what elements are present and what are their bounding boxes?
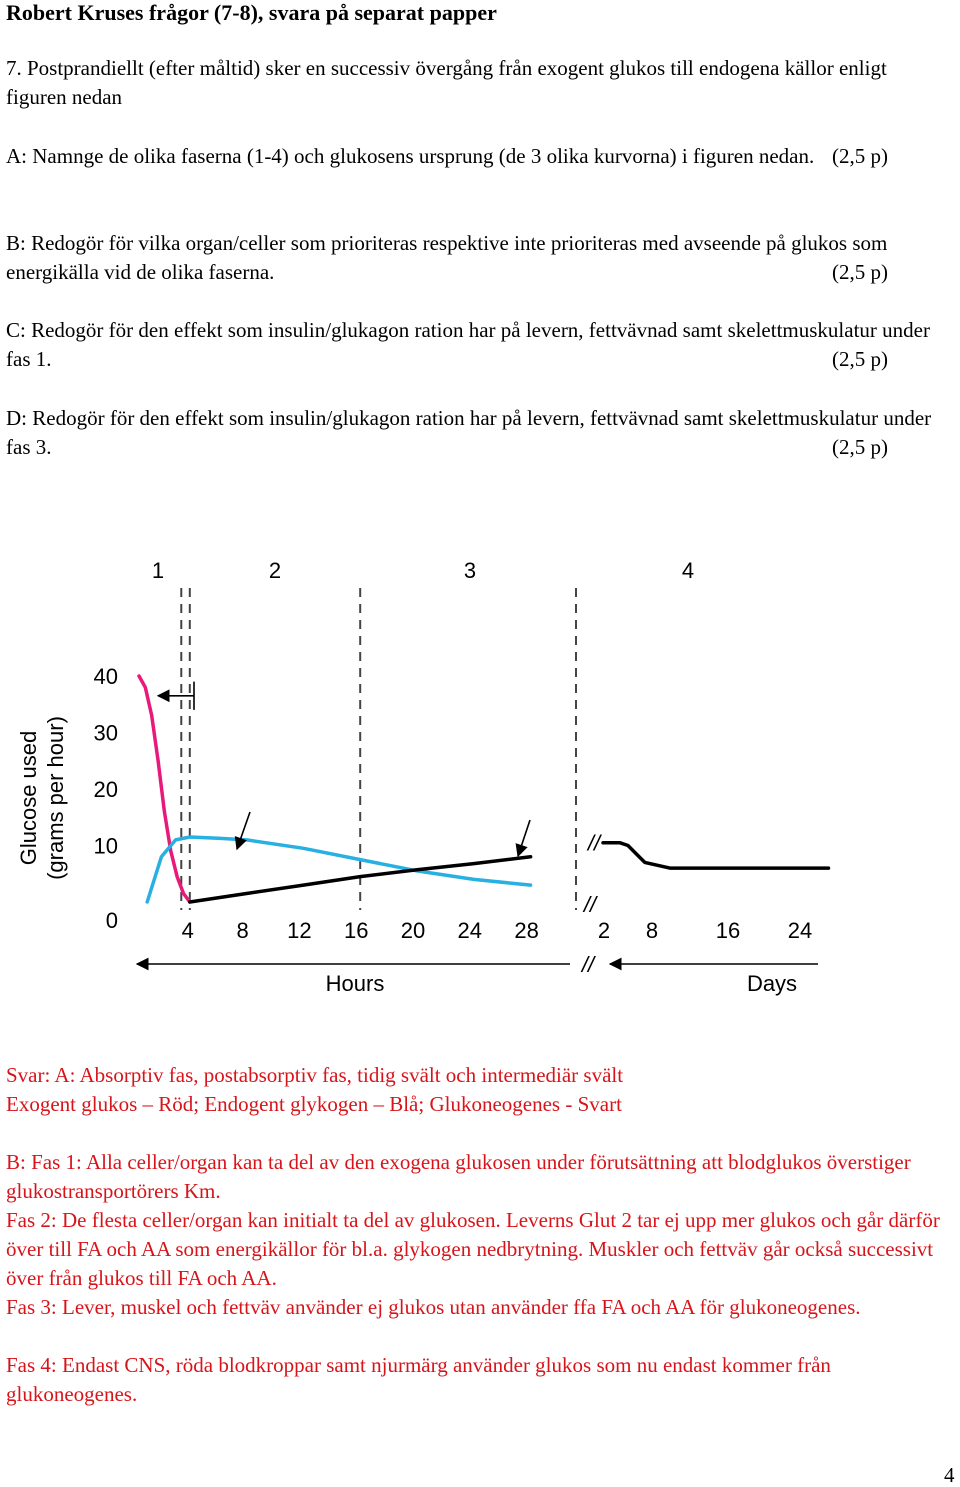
y-axis-title-line1: Glucose used [16, 731, 41, 866]
question-7-intro: 7. Postprandiellt (efter måltid) sker en… [6, 56, 887, 109]
x-tick-label-hours: 12 [287, 918, 311, 943]
baseline-break-mark: // [582, 892, 598, 917]
question-a-points: (2,5 p) [832, 144, 888, 168]
answer-a-line1: Svar: A: Absorptiv fas, postabsorptiv fa… [6, 1063, 624, 1087]
glycogen-glucose-curve [145, 835, 533, 904]
x-axis-title-days: Days [747, 971, 797, 996]
x-tick-label-hours: 28 [514, 918, 538, 943]
x-tick-label-hours: 20 [401, 918, 425, 943]
answer-fas4: Fas 4: Endast CNS, röda blodkroppar samt… [6, 1353, 831, 1406]
question-d: D: Redogör för den effekt som insulin/gl… [6, 404, 951, 462]
y-tick-label: 0 [106, 908, 118, 933]
phase-label-2: 2 [269, 558, 281, 583]
question-d-points: (2,5 p) [832, 435, 888, 459]
x-axis-title-hours: Hours [326, 971, 385, 996]
annotation-arrows [156, 681, 531, 858]
gluconeogenesis-curve-days [601, 840, 831, 870]
gluconeogenesis-curve-hours [188, 855, 533, 904]
page-number: 4 [944, 1463, 955, 1487]
question-b-text: B: Redogör för vilka organ/celler som pr… [6, 231, 888, 284]
question-d-text: D: Redogör för den effekt som insulin/gl… [6, 406, 932, 459]
exogenous-glucose-curve [137, 674, 192, 904]
y-tick-label: 10 [94, 834, 118, 859]
phase-label-4: 4 [682, 558, 694, 583]
curve-break-mark: // [586, 831, 602, 856]
y-tick-label: 30 [94, 721, 118, 746]
answer-b-fas1: B: Fas 1: Alla celler/organ kan ta del a… [6, 1150, 911, 1203]
x-tick-label-hours: 24 [458, 918, 482, 943]
question-c: C: Redogör för den effekt som insulin/gl… [6, 316, 951, 374]
x-axis: 4 8 12 16 20 24 28 2 8 16 24//Hours Days [135, 918, 818, 996]
y-tick-label: 40 [94, 664, 118, 689]
x-tick-label-days: 2 [598, 918, 610, 943]
axis-break-mark-bottom: // [580, 952, 596, 977]
question-a: A: Namnge de olika faserna (1-4) och glu… [6, 142, 951, 171]
question-c-points: (2,5 p) [832, 347, 888, 371]
answer-fas2: Fas 2: De flesta celler/organ kan initia… [6, 1208, 940, 1290]
y-axis: 0 10 20 30 40 [94, 664, 118, 933]
question-a-text: A: Namnge de olika faserna (1-4) och glu… [6, 144, 815, 168]
page-title: Robert Kruses frågor (7-8), svara på sep… [6, 0, 497, 25]
question-c-text: C: Redogör för den effekt som insulin/gl… [6, 318, 930, 371]
x-tick-label-days: 8 [646, 918, 658, 943]
x-tick-label-hours: 4 [182, 918, 194, 943]
phase-labels: 1 2 3 4 [152, 558, 694, 583]
x-tick-label-hours: 8 [236, 918, 248, 943]
x-tick-label-days: 24 [788, 918, 812, 943]
y-axis-title-line2: (grams per hour) [43, 716, 68, 880]
x-tick-label-days: 16 [716, 918, 740, 943]
phase-label-1: 1 [152, 558, 164, 583]
phase-label-3: 3 [464, 558, 476, 583]
question-b: B: Redogör för vilka organ/celler som pr… [6, 229, 951, 287]
y-tick-label: 20 [94, 777, 118, 802]
phase-divider-lines [180, 588, 577, 910]
gluconeogenesis-arrow [515, 819, 531, 858]
curves: // // [137, 674, 831, 917]
answer-fas3: Fas 3: Lever, muskel och fettväv använde… [6, 1295, 861, 1319]
question-b-points: (2,5 p) [832, 260, 888, 284]
x-tick-label-hours: 16 [344, 918, 368, 943]
answer-a-line2: Exogent glukos – Röd; Endogent glykogen … [6, 1092, 622, 1116]
glycogen-arrow [234, 811, 251, 851]
